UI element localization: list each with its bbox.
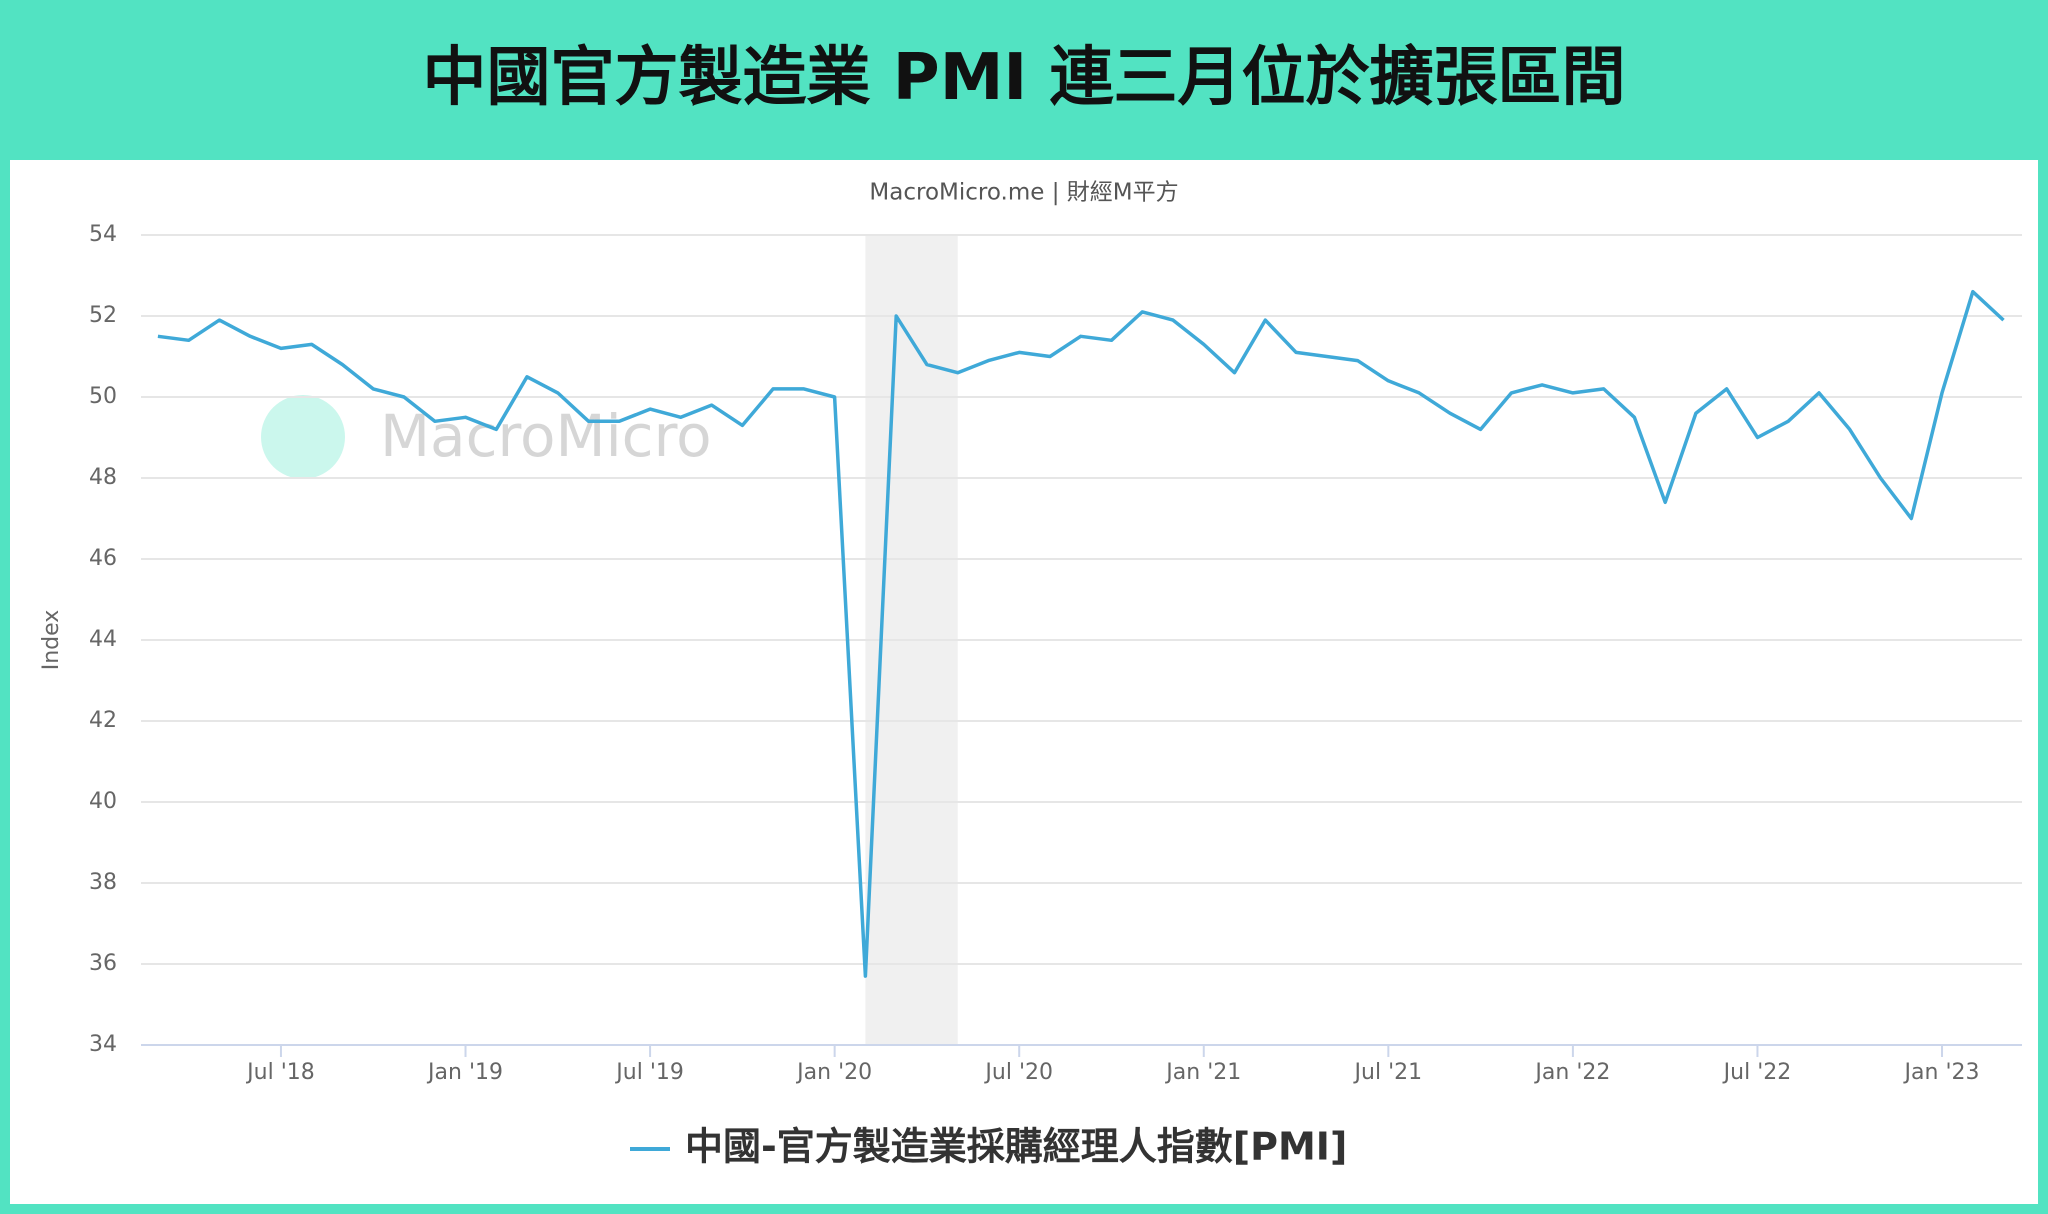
y-tick-label: 48 [89, 465, 117, 490]
legend-label: 中國-官方製造業採購經理人指數[PMI] [685, 1125, 1347, 1169]
x-tick-label: Jul '18 [245, 1060, 315, 1085]
x-tick-label: Jul '21 [1353, 1060, 1423, 1085]
y-axis-label: Index [39, 610, 64, 671]
y-tick-label: 38 [89, 870, 117, 895]
y-tick-label: 46 [89, 546, 117, 571]
x-tick-label: Jul '19 [614, 1060, 684, 1085]
x-tick-label: Jul '22 [1722, 1060, 1792, 1085]
subtitle: MacroMicro.me | 財經M平方 [869, 180, 1178, 206]
y-tick-label: 34 [89, 1032, 117, 1057]
x-tick-label: Jul '20 [983, 1060, 1053, 1085]
watermark: MacroMicro [380, 402, 712, 470]
y-tick-label: 54 [89, 222, 117, 247]
x-tick-label: Jan '22 [1533, 1060, 1610, 1085]
x-tick-label: Jan '21 [1164, 1060, 1241, 1085]
chart: MacroMicro.me | 財經M平方 MacroMicro 34 36 38 40 4… [39, 180, 2022, 1169]
y-tick-label: 52 [89, 303, 117, 328]
y-tick-label: 42 [89, 708, 117, 733]
y-tick-label: 36 [89, 951, 117, 976]
y-tick-label: 44 [89, 627, 117, 652]
y-tick-label: 50 [89, 384, 117, 409]
x-tick-label: Jan '20 [795, 1060, 872, 1085]
x-tick-label: Jan '23 [1903, 1060, 1980, 1085]
data-line [157, 289, 2005, 978]
chart-panel: MacroMicro.me | 財經M平方 MacroMicro 34 36 38 40 4… [10, 160, 2038, 1204]
x-tick-label: Jan '19 [426, 1060, 503, 1085]
watermark-logo [261, 395, 345, 479]
page-title: 中國官方製造業 PMI 連三月位於擴張區間 [422, 41, 1626, 115]
y-tick-label: 40 [89, 789, 117, 814]
